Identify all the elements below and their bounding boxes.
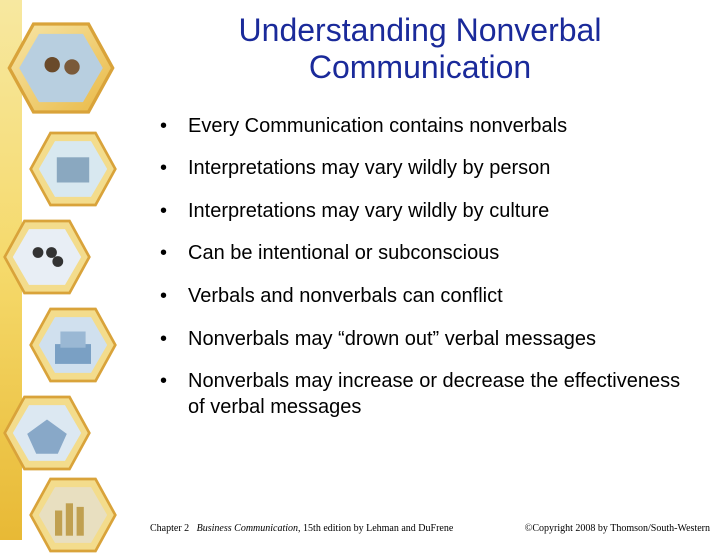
bullet-icon: • bbox=[160, 284, 188, 310]
bullet-text: Nonverbals may increase or decrease the … bbox=[188, 369, 692, 420]
slide-title: Understanding Nonverbal Communication bbox=[150, 12, 710, 86]
footer-chapter: Chapter 2 bbox=[150, 523, 189, 534]
bullet-text: Interpretations may vary wildly by cultu… bbox=[188, 199, 692, 225]
hexagon-icon-5 bbox=[2, 394, 92, 472]
bullet-icon: • bbox=[160, 241, 188, 267]
bullet-text: Can be intentional or subconscious bbox=[188, 241, 692, 267]
bullet-list: •Every Communication contains nonverbals… bbox=[150, 114, 710, 421]
slide-footer: Chapter 2 Business Communication, 15th e… bbox=[150, 523, 710, 534]
bullet-text: Verbals and nonverbals can conflict bbox=[188, 284, 692, 310]
list-item: •Nonverbals may increase or decrease the… bbox=[160, 369, 692, 420]
bullet-icon: • bbox=[160, 327, 188, 353]
sidebar bbox=[0, 0, 130, 540]
bullet-text: Interpretations may vary wildly by perso… bbox=[188, 156, 692, 182]
list-item: •Can be intentional or subconscious bbox=[160, 241, 692, 267]
bullet-text: Nonverbals may “drown out” verbal messag… bbox=[188, 327, 692, 353]
title-line-1: Understanding Nonverbal bbox=[239, 12, 602, 48]
footer-edition: , 15th edition by Lehman and DuFrene bbox=[298, 523, 453, 534]
hexagon-icon-6 bbox=[28, 476, 118, 554]
footer-book-title: Business Communication bbox=[197, 523, 298, 534]
list-item: •Nonverbals may “drown out” verbal messa… bbox=[160, 327, 692, 353]
bullet-icon: • bbox=[160, 156, 188, 182]
hexagon-icon-4 bbox=[28, 306, 118, 384]
footer-copyright: ©Copyright 2008 by Thomson/South-Western bbox=[525, 523, 710, 534]
bullet-icon: • bbox=[160, 369, 188, 395]
bullet-icon: • bbox=[160, 114, 188, 140]
title-line-2: Communication bbox=[309, 49, 531, 85]
footer-left: Chapter 2 Business Communication, 15th e… bbox=[150, 523, 453, 534]
bullet-icon: • bbox=[160, 199, 188, 225]
list-item: •Verbals and nonverbals can conflict bbox=[160, 284, 692, 310]
list-item: •Interpretations may vary wildly by cult… bbox=[160, 199, 692, 225]
slide-content: Understanding Nonverbal Communication •E… bbox=[150, 0, 710, 540]
hexagon-icon-3 bbox=[2, 218, 92, 296]
list-item: •Interpretations may vary wildly by pers… bbox=[160, 156, 692, 182]
hexagon-icon-1 bbox=[6, 20, 116, 116]
bullet-text: Every Communication contains nonverbals bbox=[188, 114, 692, 140]
hexagon-icon-2 bbox=[28, 130, 118, 208]
list-item: •Every Communication contains nonverbals bbox=[160, 114, 692, 140]
